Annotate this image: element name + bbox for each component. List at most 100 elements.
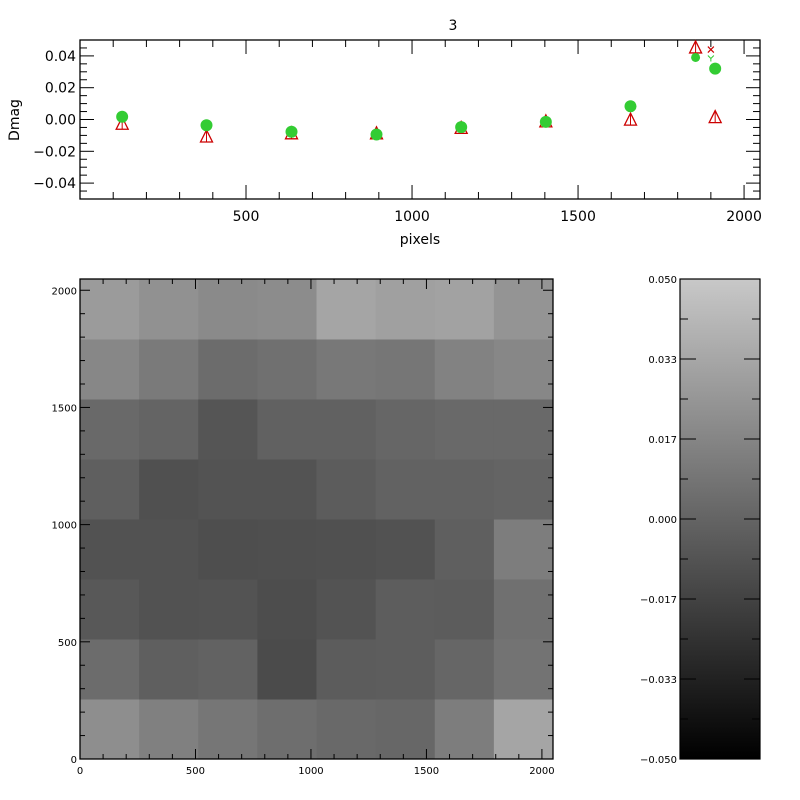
heatmap-cell xyxy=(493,639,554,700)
heatmap-cell xyxy=(434,339,495,400)
y-tick-label: 1000 xyxy=(52,521,77,532)
heatmap-cell xyxy=(493,459,554,520)
y-tick-label: 0.04 xyxy=(45,49,76,65)
x-tick-label: 1000 xyxy=(298,766,323,777)
y-tick-label: 0.00 xyxy=(45,113,76,129)
top-plot-title: 3 xyxy=(449,18,458,34)
heatmap-cell xyxy=(257,639,317,700)
green-circle-point xyxy=(200,119,213,132)
heatmap-cell xyxy=(493,399,554,460)
y-tick-label: −0.04 xyxy=(33,176,76,192)
top-plot-ylabel: Dmag xyxy=(7,99,23,141)
colorbar-tick-label: 0.033 xyxy=(648,355,677,366)
heatmap-cell xyxy=(316,339,377,400)
y-tick-label: 1500 xyxy=(52,403,77,414)
heatmap-cell xyxy=(257,279,317,340)
colorbar-tick-label: 0.000 xyxy=(648,515,677,526)
top-plot-xlabel: pixels xyxy=(400,232,440,248)
heatmap-cell xyxy=(434,459,495,520)
heatmap-cell xyxy=(139,399,199,460)
heatmap-cell xyxy=(80,339,140,400)
heatmap-cell xyxy=(198,459,258,520)
colorbar: −0.050 −0.033 −0.017 0.000 0.017 0.033 0.050 xyxy=(640,275,761,766)
x-tick-label: 1500 xyxy=(414,766,439,777)
heatmap-cell xyxy=(80,639,140,700)
heatmap-cell xyxy=(493,699,554,760)
x-tick-label: 500 xyxy=(233,209,260,225)
y-tick-label: 0.02 xyxy=(45,81,76,97)
green-circle-point xyxy=(539,115,552,128)
heatmap-cell xyxy=(375,399,436,460)
heatmap-cell xyxy=(139,339,199,400)
heatmap-cell xyxy=(257,699,317,760)
top-plot-frame xyxy=(79,39,761,200)
heatmap-cell xyxy=(80,699,140,760)
heatmap-cell xyxy=(375,639,436,700)
heatmap-cell xyxy=(139,699,199,760)
heatmap-cell xyxy=(434,399,495,460)
colorbar-tick-label: −0.033 xyxy=(640,675,677,686)
x-tick-label: 1000 xyxy=(394,209,430,225)
green-circle-point xyxy=(624,100,637,113)
heatmap-cell xyxy=(257,519,317,580)
heatmap-cell xyxy=(493,279,554,340)
x-tick-label: 2000 xyxy=(529,766,554,777)
y-tick-label: 0 xyxy=(71,755,77,766)
heatmap-cell xyxy=(198,639,258,700)
heatmap-cell xyxy=(139,519,199,580)
heatmap-cell xyxy=(493,579,554,640)
heatmap-cell xyxy=(198,579,258,640)
heatmap-cell xyxy=(375,459,436,520)
top-plot: 500 1000 1500 2000 −0.04 −0.02 0.00 0.02 0.04 xyxy=(33,39,762,225)
heatmap-cell xyxy=(80,519,140,580)
green-circle-point xyxy=(691,52,701,62)
heatmap-cell xyxy=(316,399,377,460)
heatmap-cell xyxy=(257,459,317,520)
heatmap-cell xyxy=(316,459,377,520)
x-tick-label: 500 xyxy=(186,766,205,777)
heatmap-cell xyxy=(198,519,258,580)
x-tick-label: 2000 xyxy=(726,209,762,225)
heatmap-cell xyxy=(139,459,199,520)
y-tick-label: 500 xyxy=(58,638,77,649)
x-tick-label: 1500 xyxy=(560,209,596,225)
x-tick-label: 0 xyxy=(77,766,83,777)
green-circle-point xyxy=(370,128,383,141)
heatmap-cell xyxy=(139,639,199,700)
heatmap-cell xyxy=(434,699,495,760)
heatmap-cell xyxy=(316,279,377,340)
heatmap-plot: 0 500 1000 1500 2000 0 500 1000 1500 2000 xyxy=(52,278,555,777)
y-tick-label: −0.02 xyxy=(33,144,76,160)
heatmap-cell xyxy=(316,519,377,580)
colorbar-tick-label: 0.050 xyxy=(648,275,677,286)
colorbar-tick-label: −0.050 xyxy=(640,755,677,766)
heatmap-cell xyxy=(316,639,377,700)
heatmap-cell xyxy=(80,579,140,640)
heatmap-cell xyxy=(434,519,495,580)
heatmap-cell xyxy=(375,699,436,760)
heatmap-cell xyxy=(375,519,436,580)
heatmap-cell xyxy=(316,579,377,640)
green-circle-point xyxy=(116,110,129,123)
heatmap-cell xyxy=(375,339,436,400)
heatmap-cell xyxy=(493,519,554,580)
red-x-point xyxy=(707,46,715,53)
heatmap-cell xyxy=(80,279,140,340)
heatmap-cell xyxy=(375,279,436,340)
heatmap-cell xyxy=(198,339,258,400)
green-circle-point xyxy=(455,121,468,134)
colorbar-tick-label: 0.017 xyxy=(648,435,677,446)
heatmap-cell xyxy=(493,339,554,400)
y-tick-label: 2000 xyxy=(52,286,77,297)
heatmap-frame xyxy=(79,278,554,760)
heatmap-cell xyxy=(257,339,317,400)
heatmap-cell xyxy=(434,579,495,640)
heatmap-cell xyxy=(316,699,377,760)
heatmap-cell xyxy=(198,399,258,460)
heatmap-cell xyxy=(198,279,258,340)
green-circle-point xyxy=(285,125,298,138)
heatmap-cell xyxy=(375,579,436,640)
heatmap-cell xyxy=(434,279,495,340)
heatmap-cell xyxy=(257,579,317,640)
